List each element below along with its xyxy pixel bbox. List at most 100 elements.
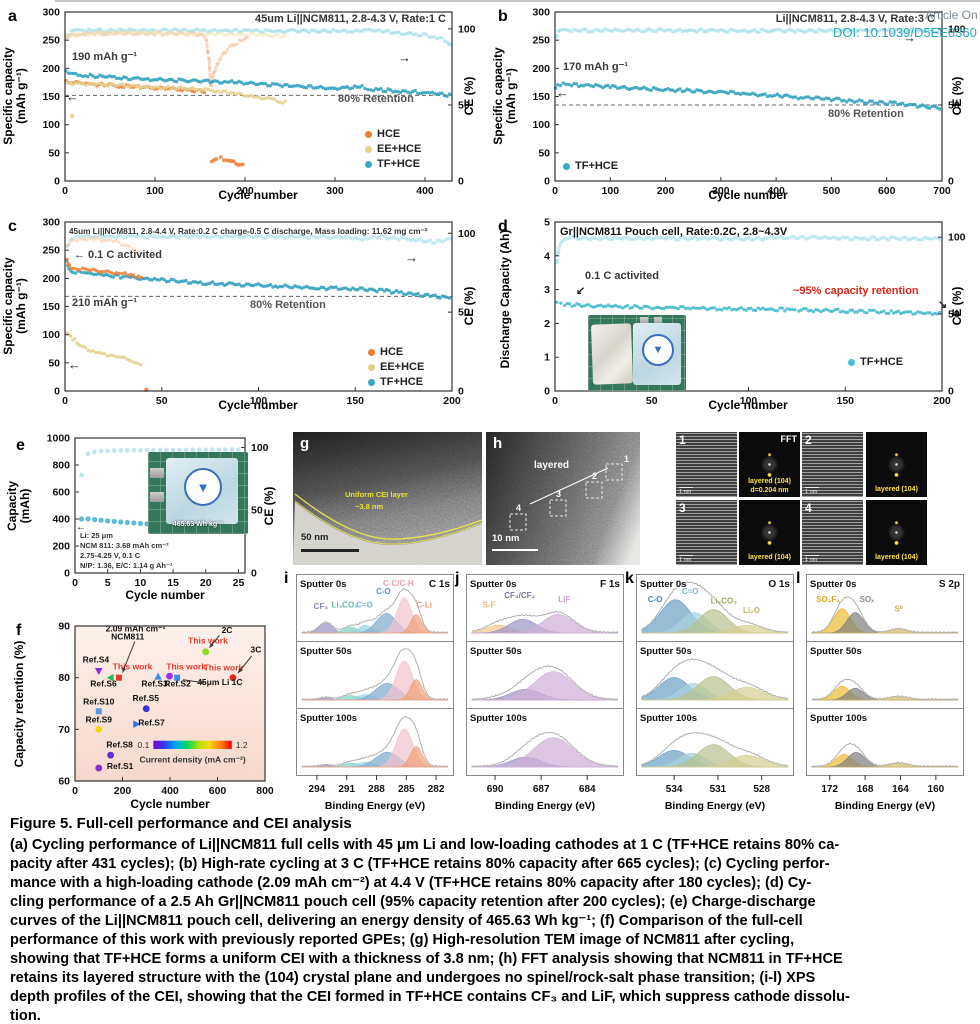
panel-h-label: h <box>493 435 503 452</box>
region-number: 2 <box>805 433 812 447</box>
svg-text:600: 600 <box>878 185 896 197</box>
diffraction-spots <box>866 500 927 565</box>
region-number: 4 <box>805 501 812 515</box>
watermark-article-online: Article On <box>925 8 978 22</box>
panel-a-rlabel: CE (%) <box>462 76 476 116</box>
fft-tag: FFT <box>780 434 798 444</box>
panel-b-label: b <box>498 8 508 25</box>
scale-bar-label: 50 nm <box>301 532 329 543</box>
panel-b-title: Li||NCM811, 2.8-4.3 V, Rate:3 C <box>775 13 935 25</box>
svg-text:10: 10 <box>135 577 147 589</box>
svg-text:NCM811: NCM811 <box>111 631 144 641</box>
panel-j-label: j <box>455 570 460 587</box>
panel-e-cell-parameters: Li: 25 μm NCM 811: 3.68 mAh cm⁻² 2.75-4.… <box>80 531 173 570</box>
svg-text:0: 0 <box>64 568 70 580</box>
svg-text:0: 0 <box>458 176 464 188</box>
svg-text:200: 200 <box>443 395 461 407</box>
panel-e-label: e <box>16 437 25 454</box>
legend-label: TF+HCE <box>575 160 619 172</box>
svg-text:This work: This work <box>188 636 228 646</box>
scale-bar <box>679 555 693 556</box>
layered-annotation: layered <box>534 460 570 471</box>
svg-text:3C: 3C <box>251 644 262 654</box>
pouch-tab <box>150 492 164 502</box>
panel-a-retention-annotation: 80% Retention <box>338 93 414 105</box>
svg-text:0.1: 0.1 <box>138 740 150 750</box>
svg-text:50: 50 <box>646 395 658 407</box>
svg-text:0: 0 <box>948 176 954 188</box>
svg-text:F 1s: F 1s <box>600 579 620 590</box>
legend-item: EE+HCE <box>365 143 421 155</box>
svg-text:S⁰: S⁰ <box>894 605 903 614</box>
panel-d-activated-annotation: 0.1 C activited <box>585 270 659 282</box>
svg-text:C=O: C=O <box>356 601 373 610</box>
caption-body: (a) Cycling performance of Li||NCM811 fu… <box>10 837 850 1024</box>
svg-text:100: 100 <box>948 23 966 35</box>
fft-pattern-2: layered (104) <box>866 432 927 497</box>
panel-c-label: c <box>8 218 17 235</box>
svg-text:Ref.S5: Ref.S5 <box>133 693 160 703</box>
svg-text:0: 0 <box>251 568 257 580</box>
legend-item: HCE <box>365 128 421 140</box>
svg-text:50: 50 <box>948 309 960 321</box>
svg-text:0: 0 <box>62 395 68 407</box>
svg-text:Li₂CO₃: Li₂CO₃ <box>332 601 359 610</box>
panel-a-xlabel: Cycle number <box>218 188 298 202</box>
svg-text:Sputter 100s: Sputter 100s <box>640 713 697 724</box>
pouch-tab <box>150 468 164 478</box>
svg-text:90: 90 <box>58 621 70 633</box>
svg-text:1.2: 1.2 <box>236 740 248 750</box>
panel-f-label: f <box>16 622 22 639</box>
panel-k-label: k <box>625 570 634 587</box>
svg-text:600: 600 <box>52 487 70 499</box>
svg-text:3: 3 <box>544 284 550 296</box>
svg-text:800: 800 <box>52 460 70 472</box>
panel-d-label: d <box>498 218 508 235</box>
svg-text:200: 200 <box>657 185 675 197</box>
legend-label: EE+HCE <box>377 143 422 155</box>
panel-b-ylabel: Specific capacity (mAh g⁻¹) <box>491 47 518 145</box>
svg-text:2: 2 <box>544 318 550 330</box>
fft-pattern-4: layered (104) <box>866 500 927 565</box>
svg-text:S-F: S-F <box>482 601 495 610</box>
watermark-doi: DOI: 10.1039/D5EE0360 <box>833 25 977 40</box>
plane-label: layered (104) <box>748 478 791 485</box>
page-top-rule <box>55 0 980 2</box>
region-box-number: 1 <box>624 454 630 464</box>
svg-text:LiF: LiF <box>558 595 570 604</box>
svg-text:200: 200 <box>532 63 550 75</box>
svg-text:0: 0 <box>72 785 78 797</box>
svg-text:164: 164 <box>892 784 909 795</box>
svg-text:Sputter 100s: Sputter 100s <box>470 713 527 724</box>
panel-l-label: l <box>796 570 801 587</box>
scale-bar <box>492 549 538 551</box>
svg-text:0: 0 <box>62 185 68 197</box>
panel-b-xlabel: Cycle number <box>708 188 788 202</box>
panel-f-xlabel: Cycle number <box>130 797 210 811</box>
arrow-left-icon: ← <box>68 357 81 372</box>
svg-text:C=O: C=O <box>682 587 699 596</box>
svg-text:100: 100 <box>740 395 758 407</box>
panel-d-xlabel: Cycle number <box>708 398 788 412</box>
svg-text:285: 285 <box>398 784 415 795</box>
hrtem-region-2: 2 1 nm <box>802 432 863 497</box>
panel-a-chart: 0 100 200 300 400 0 50 100 150 200 250 300 0 50 100 <box>42 7 476 198</box>
legend-label: TF+HCE <box>377 158 421 170</box>
svg-text:100: 100 <box>458 23 476 35</box>
arrow-down-right-icon: ↘ <box>938 299 948 311</box>
svg-text:2C: 2C <box>222 625 233 635</box>
svg-text:400: 400 <box>161 785 179 797</box>
svg-text:294: 294 <box>309 784 326 795</box>
panel-e-ylabel: Capacity (mAh) <box>5 480 32 532</box>
svg-text:800: 800 <box>256 785 274 797</box>
svg-text:Ref.S2: Ref.S2 <box>164 678 191 688</box>
panel-c-legend: HCE EE+HCE TF+HCE <box>368 346 424 388</box>
svg-text:250: 250 <box>532 35 550 47</box>
svg-text:This work: This work <box>113 661 153 671</box>
svg-text:C 1s: C 1s <box>429 579 451 590</box>
panel-d-ylabel: Discharge Capacity (Ah) <box>498 229 512 369</box>
arrow-down-left-icon: ↙ <box>576 285 586 297</box>
scale-bar <box>301 549 359 552</box>
svg-text:684: 684 <box>579 784 596 795</box>
panel-d-legend: TF+HCE <box>848 356 903 368</box>
